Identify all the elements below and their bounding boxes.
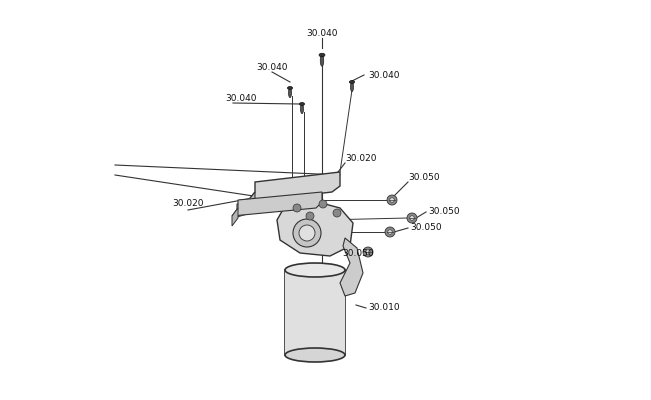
Text: 30.040: 30.040 — [225, 94, 256, 103]
Polygon shape — [232, 192, 322, 216]
Text: 30.040: 30.040 — [306, 29, 338, 38]
Text: 30.040: 30.040 — [368, 70, 400, 80]
Polygon shape — [340, 238, 363, 296]
Text: 30.050: 30.050 — [408, 173, 439, 182]
Polygon shape — [277, 200, 353, 256]
Circle shape — [385, 227, 395, 237]
Circle shape — [306, 212, 314, 220]
Text: 30.050: 30.050 — [410, 224, 441, 232]
Polygon shape — [247, 192, 255, 214]
Polygon shape — [237, 202, 247, 217]
Text: 30.020: 30.020 — [173, 199, 204, 208]
Ellipse shape — [319, 53, 325, 57]
Circle shape — [409, 216, 414, 220]
Circle shape — [293, 219, 321, 247]
Text: 30.050: 30.050 — [342, 249, 374, 258]
Ellipse shape — [288, 88, 292, 98]
Circle shape — [333, 209, 341, 217]
Circle shape — [299, 225, 315, 241]
Circle shape — [388, 230, 393, 234]
Circle shape — [407, 213, 417, 223]
Circle shape — [293, 204, 301, 212]
Text: 30.050: 30.050 — [428, 208, 460, 216]
Ellipse shape — [320, 55, 324, 66]
Text: 30.010: 30.010 — [368, 304, 400, 312]
Ellipse shape — [301, 104, 303, 114]
Circle shape — [387, 195, 397, 205]
Polygon shape — [232, 208, 238, 226]
Ellipse shape — [288, 86, 292, 90]
Text: 30.020: 30.020 — [345, 154, 376, 163]
Ellipse shape — [285, 348, 345, 362]
Circle shape — [390, 198, 395, 202]
Ellipse shape — [299, 102, 305, 106]
Ellipse shape — [285, 263, 345, 277]
Polygon shape — [247, 172, 340, 202]
Text: 30.040: 30.040 — [256, 63, 288, 72]
Circle shape — [363, 247, 373, 257]
Circle shape — [319, 200, 327, 208]
Circle shape — [366, 250, 370, 254]
Bar — [285, 270, 345, 355]
Ellipse shape — [350, 80, 355, 84]
Ellipse shape — [350, 82, 353, 92]
